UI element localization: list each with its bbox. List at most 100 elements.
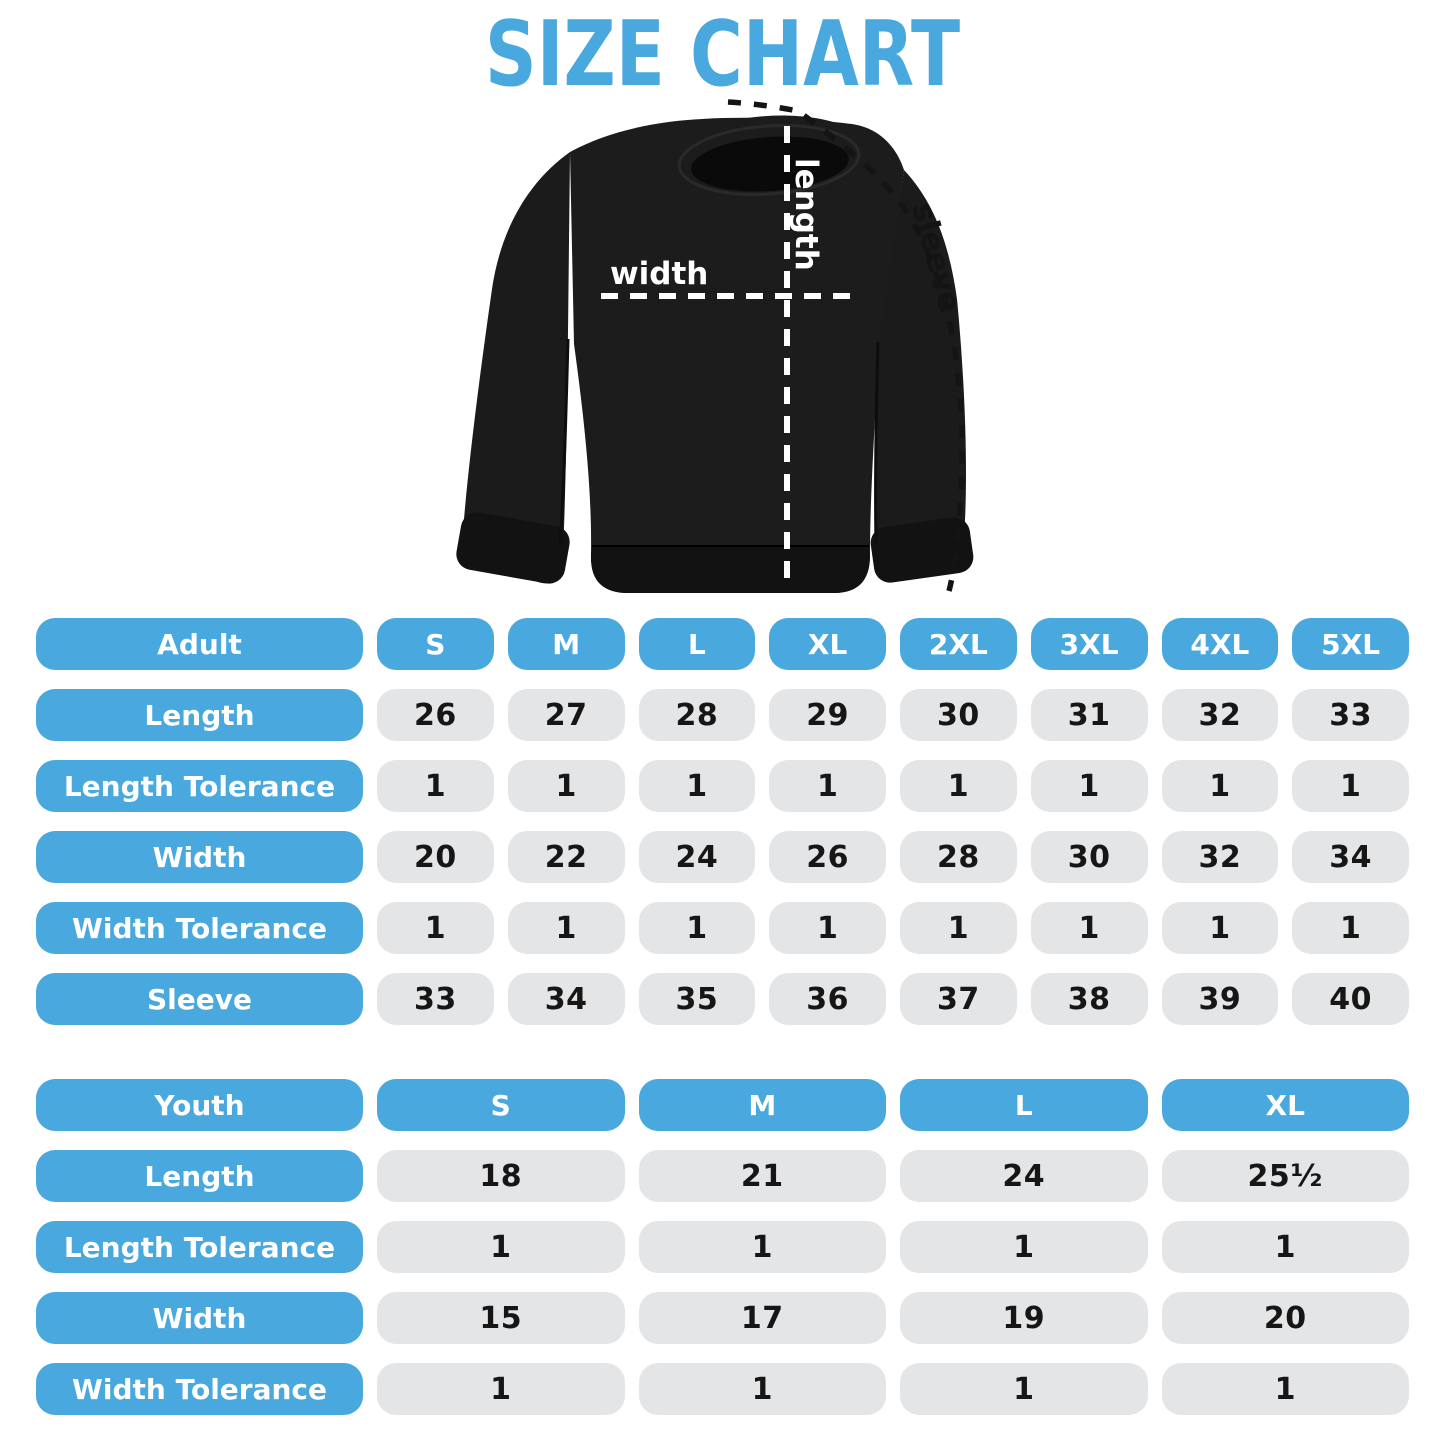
- value-cell: 36: [769, 973, 886, 1025]
- table-row: Length Tolerance 1 1 1 1 1 1 1 1: [36, 760, 1409, 812]
- left-sleeve-seam: [558, 338, 569, 547]
- table-row: Width Tolerance 1 1 1 1: [36, 1363, 1409, 1415]
- value-cell: 30: [900, 689, 1017, 741]
- left-sleeve: [462, 152, 570, 584]
- value-cell: 1: [1030, 902, 1148, 954]
- size-header-cell: M: [507, 618, 625, 670]
- value-cell: 1: [638, 902, 756, 954]
- value-cell: 1: [769, 902, 886, 954]
- row-label-cell: Width Tolerance: [36, 902, 363, 954]
- length-measure-label: length: [788, 158, 824, 271]
- size-header-cell: S: [377, 618, 494, 670]
- value-cell: 19: [900, 1292, 1148, 1344]
- sweatshirt-measurement-diagram: width length sleeve: [450, 94, 1010, 614]
- value-cell: 1: [638, 1363, 886, 1415]
- row-label-cell: Sleeve: [36, 973, 363, 1025]
- value-cell: 39: [1161, 973, 1279, 1025]
- value-cell: 20: [1161, 1292, 1409, 1344]
- value-cell: 1: [900, 902, 1017, 954]
- table-title-cell: Youth: [36, 1079, 363, 1131]
- value-cell: 1: [377, 1221, 625, 1273]
- page-title: SIZE CHART: [484, 2, 961, 107]
- collar-opening: [690, 136, 849, 192]
- value-cell: 1: [1161, 1221, 1409, 1273]
- sleeve-measure-line: [727, 99, 965, 592]
- youth-size-table: Youth S M L XL Length 18 21 24 25¹⁄₂ Length Tolera…: [36, 1079, 1409, 1415]
- hem-rib: [590, 546, 870, 593]
- value-cell: 34: [1292, 831, 1409, 883]
- value-cell: 1: [377, 760, 494, 812]
- size-header-cell: 3XL: [1030, 618, 1148, 670]
- value-cell: 18: [377, 1150, 625, 1202]
- value-cell: 1: [507, 760, 625, 812]
- row-label-cell: Length Tolerance: [36, 1221, 363, 1273]
- value-cell: 25¹⁄₂: [1161, 1150, 1409, 1202]
- value-cell: 24: [900, 1150, 1148, 1202]
- value-cell: 34: [507, 973, 625, 1025]
- sweatshirt-body: [569, 117, 904, 593]
- right-sleeve-seam: [873, 341, 879, 545]
- table-row: Sleeve 33 34 35 36 37 38 39 40: [36, 973, 1409, 1025]
- value-cell: 28: [900, 831, 1017, 883]
- value-cell: 22: [507, 831, 625, 883]
- value-cell: 1: [900, 760, 1017, 812]
- value-cell: 17: [638, 1292, 886, 1344]
- size-header-cell: L: [638, 618, 756, 670]
- value-cell: 33: [377, 973, 494, 1025]
- value-cell: 1: [638, 1221, 886, 1273]
- sweatshirt-illustration: width length sleeve: [455, 99, 973, 593]
- value-cell: 1: [1161, 902, 1279, 954]
- right-sleeve: [875, 170, 966, 579]
- table-row: Width 20 22 24 26 28 30 32 34: [36, 831, 1409, 883]
- value-cell: 31: [1030, 689, 1148, 741]
- value-cell: 26: [377, 689, 494, 741]
- table-row: Length 18 21 24 25¹⁄₂: [36, 1150, 1409, 1202]
- value-cell: 33: [1292, 689, 1409, 741]
- width-measure-label: width: [610, 256, 708, 292]
- header-row: Adult S M L XL 2XL 3XL 4XL 5XL: [36, 618, 1409, 670]
- value-cell: 20: [377, 831, 494, 883]
- row-label-cell: Width: [36, 1292, 363, 1344]
- size-header-cell: S: [377, 1079, 625, 1131]
- size-header-cell: 5XL: [1292, 618, 1409, 670]
- value-cell: 29: [769, 689, 886, 741]
- value-cell: 37: [900, 973, 1017, 1025]
- row-label-cell: Length: [36, 689, 363, 741]
- table-row: Length 26 27 28 29 30 31 32 33: [36, 689, 1409, 741]
- value-cell: 1: [900, 1363, 1148, 1415]
- value-cell: 1: [638, 760, 756, 812]
- table-row: Width Tolerance 1 1 1 1 1 1 1 1: [36, 902, 1409, 954]
- size-header-cell: L: [900, 1079, 1148, 1131]
- adult-size-table: Adult S M L XL 2XL 3XL 4XL 5XL Length 26 27 28 29 30 31…: [36, 618, 1409, 1025]
- right-cuff: [870, 517, 973, 583]
- size-chart-page: SIZE CHART widt: [0, 2, 1445, 1415]
- table-row: Width 15 17 19 20: [36, 1292, 1409, 1344]
- size-header-cell: 2XL: [900, 618, 1017, 670]
- size-header-cell: M: [638, 1079, 886, 1131]
- value-cell: 15: [377, 1292, 625, 1344]
- value-cell: 1: [377, 902, 494, 954]
- value-cell: 1: [1292, 760, 1409, 812]
- value-cell: 32: [1161, 831, 1279, 883]
- value-cell: 1: [1161, 760, 1279, 812]
- value-cell: 24: [638, 831, 756, 883]
- row-label-cell: Width: [36, 831, 363, 883]
- table-title-cell: Adult: [36, 618, 363, 670]
- value-cell: 1: [507, 902, 625, 954]
- table-row: Length Tolerance 1 1 1 1: [36, 1221, 1409, 1273]
- size-tables: Adult S M L XL 2XL 3XL 4XL 5XL Length 26 27 28 29 30 31…: [0, 618, 1445, 1415]
- left-cuff: [455, 512, 570, 584]
- value-cell: 38: [1030, 973, 1148, 1025]
- value-cell: 32: [1161, 689, 1279, 741]
- value-cell: 26: [769, 831, 886, 883]
- size-header-cell: XL: [769, 618, 886, 670]
- value-cell: 1: [1292, 902, 1409, 954]
- size-header-cell: XL: [1161, 1079, 1409, 1131]
- value-cell: 27: [507, 689, 625, 741]
- size-header-cell: 4XL: [1161, 618, 1279, 670]
- collar-rib: [677, 124, 860, 196]
- value-cell: 1: [1161, 1363, 1409, 1415]
- value-cell: 1: [900, 1221, 1148, 1273]
- row-label-cell: Length Tolerance: [36, 760, 363, 812]
- row-label-cell: Length: [36, 1150, 363, 1202]
